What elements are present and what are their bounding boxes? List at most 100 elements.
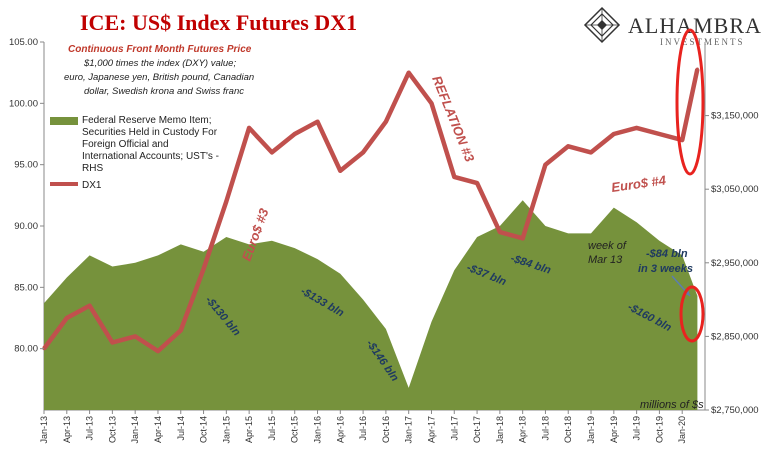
x-tick-label: Apr-16	[335, 416, 345, 443]
logo-tagline: INVESTMENTS	[660, 37, 745, 47]
dx1-point	[695, 67, 699, 71]
x-tick-label: Jul-13	[85, 416, 95, 441]
annotation-3weeks-2: in 3 weeks	[638, 263, 693, 275]
x-tick-label: Oct-18	[563, 416, 573, 443]
dx1-point	[635, 126, 639, 130]
highlight-circle-dx1	[675, 28, 705, 176]
x-tick-label: Jul-19	[632, 416, 642, 441]
highlight-circle-custody	[679, 285, 705, 343]
dx1-point	[361, 150, 365, 154]
dx1-line-series	[42, 68, 700, 354]
dx1-point	[270, 150, 274, 154]
x-tick-label: Jan-15	[221, 416, 231, 444]
dx1-point	[407, 71, 411, 75]
dx1-point	[179, 328, 183, 332]
dx1-point	[680, 138, 684, 142]
x-tick-label: Apr-15	[244, 416, 254, 443]
y-left-ticks: 80.00 85.00 90.00 95.00 100.00 105.00	[9, 37, 44, 355]
dx1-point	[293, 132, 297, 136]
legend-area-line-4: International Accounts; UST's -	[82, 151, 219, 162]
chart-subtitle: Continuous Front Month Futures Price	[68, 44, 252, 55]
x-tick-label: Apr-19	[609, 416, 619, 443]
custody-area-series	[44, 200, 698, 410]
legend-area-line-1: Federal Reserve Memo Item;	[82, 115, 212, 126]
x-tick-label: Jan-14	[130, 416, 140, 444]
x-tick-label: Oct-15	[290, 416, 300, 443]
y-right-tick-label: $3,050,000	[711, 184, 759, 195]
y-left-tick-label: 100.00	[9, 98, 38, 109]
note-line-1: $1,000 times the index (DXY) value;	[83, 58, 236, 69]
legend-area-line-5: RHS	[82, 163, 103, 174]
dx1-point	[498, 230, 502, 234]
x-tick-label: Jan-20	[677, 416, 687, 444]
y-right-tick-label: $2,850,000	[711, 331, 759, 342]
dx1-point	[202, 267, 206, 271]
annotation-3weeks-1: -$84 bln	[646, 248, 688, 260]
line-series-layer	[42, 67, 700, 354]
y-left-tick-label: 90.00	[14, 221, 38, 232]
chart-title: ICE: US$ Index Futures DX1	[80, 10, 357, 35]
dx1-point	[657, 132, 661, 136]
x-tick-label: Jan-18	[495, 416, 505, 444]
title-rest: : US$ Index Futures DX1	[119, 10, 357, 35]
x-tick-label: Apr-18	[518, 416, 528, 443]
dx1-point	[88, 304, 92, 308]
dx1-point	[452, 175, 456, 179]
area-series-layer	[44, 200, 698, 410]
note-line-2: euro, Japanese yen, British pound, Canad…	[64, 72, 254, 83]
x-tick-label: Jul-15	[267, 416, 277, 441]
dx1-point	[247, 126, 251, 130]
x-tick-label: Oct-16	[381, 416, 391, 443]
x-tick-label: Apr-13	[62, 416, 72, 443]
dx1-point	[543, 163, 547, 167]
dx1-point	[338, 169, 342, 173]
alhambra-logo: ALHAMBRA INVESTMENTS	[583, 6, 761, 47]
dx1-point	[612, 132, 616, 136]
title-ice: ICE	[80, 10, 119, 35]
x-tick-label: Jul-17	[449, 416, 459, 441]
x-tick-label: Oct-17	[472, 416, 482, 443]
y-right-tick-label: $3,150,000	[711, 111, 759, 122]
x-ticks: Jan-13 Apr-13 Jul-13 Oct-13 Jan-14 Apr-14 Jul-…	[39, 410, 687, 444]
x-tick-label: Oct-13	[107, 416, 117, 443]
dx1-point	[156, 349, 160, 353]
dx1-point	[589, 150, 593, 154]
dx1-point	[133, 334, 137, 338]
legend-area-line-2: Securities Held in Custody For	[82, 127, 218, 138]
y-left-tick-label: 80.00	[14, 344, 38, 355]
dx1-point	[110, 341, 114, 344]
x-tick-label: Apr-14	[153, 416, 163, 443]
x-tick-label: Jul-16	[358, 416, 368, 441]
legend-area-swatch	[50, 117, 78, 125]
x-tick-label: Jan-19	[586, 416, 596, 444]
units-label: millions of $s	[640, 399, 704, 411]
legend-line-label: DX1	[82, 180, 102, 191]
x-tick-label: Oct-14	[199, 416, 209, 443]
dx1-point	[475, 181, 479, 185]
x-tick-label: Apr-17	[427, 416, 437, 443]
x-tick-label: Oct-19	[654, 416, 664, 443]
annotation-euro4: Euro$ #4	[610, 172, 667, 195]
y-left-tick-label: 85.00	[14, 282, 38, 293]
note-line-3: dollar, Swedish krona and Swiss franc	[84, 86, 244, 97]
dx1-point	[566, 144, 570, 148]
dx1-point	[430, 101, 433, 105]
x-tick-label: Jan-13	[39, 416, 49, 444]
dx1-point	[224, 200, 228, 203]
x-tick-label: Jul-18	[540, 416, 550, 441]
dx1-point	[316, 120, 319, 124]
y-right-tick-label: $2,750,000	[711, 405, 759, 416]
x-tick-label: Jul-14	[176, 416, 186, 441]
y-right-tick-label: $2,950,000	[711, 258, 759, 269]
dx1-point	[384, 120, 388, 124]
x-tick-label: Jan-17	[404, 416, 414, 444]
y-left-tick-label: 95.00	[14, 160, 38, 171]
x-tick-label: Jan-16	[313, 416, 323, 444]
dx1-point	[65, 316, 69, 320]
annotation-mar13: Mar 13	[588, 254, 623, 266]
y-left-tick-label: 105.00	[9, 37, 38, 48]
annotation-week-of: week of	[588, 240, 627, 252]
dx1-point	[521, 236, 525, 240]
y-right-ticks: $2,750,000 $2,850,000 $2,950,000 $3,050,000…	[705, 111, 759, 416]
